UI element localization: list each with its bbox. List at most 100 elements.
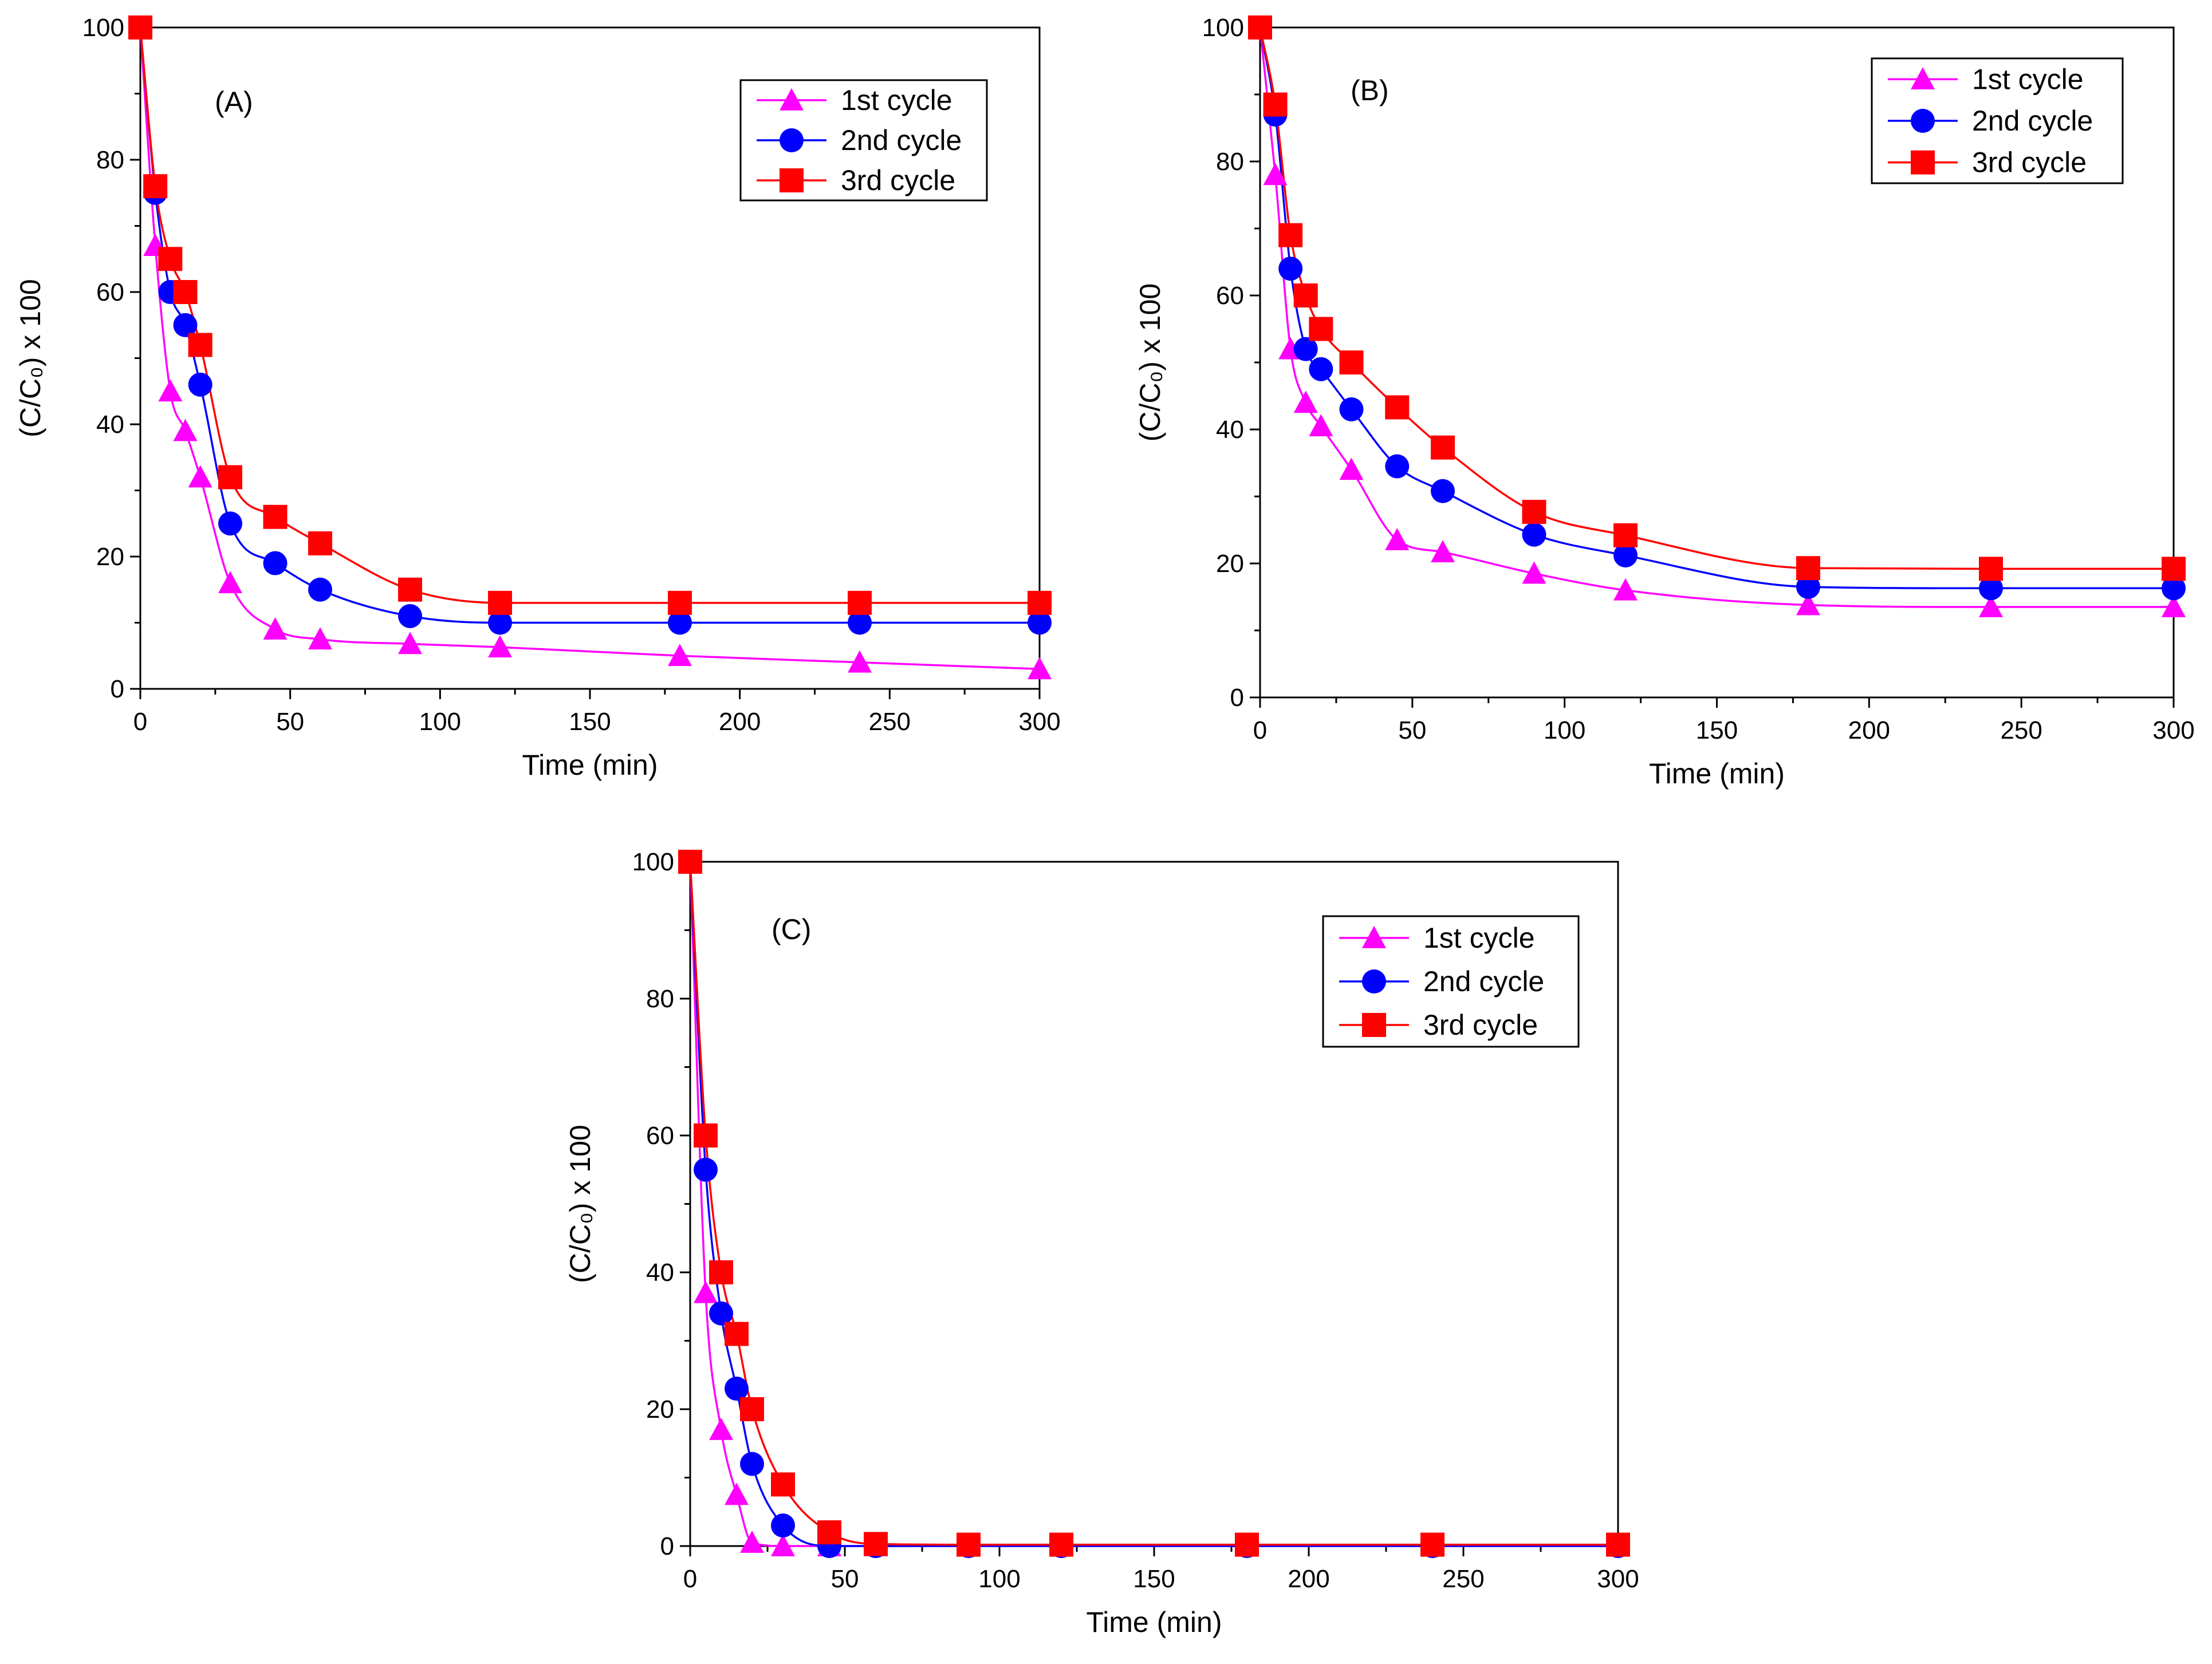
legend-marker-a-1 <box>780 88 804 111</box>
data-point-c-1 <box>740 1531 764 1553</box>
data-point-b-1 <box>2162 595 2186 617</box>
data-point-b-3 <box>1293 283 1318 307</box>
data-point-a-1 <box>158 379 183 402</box>
data-point-a-3 <box>218 465 242 490</box>
data-point-b-2 <box>1979 576 2003 601</box>
x-tick-label-b: 50 <box>1398 716 1426 744</box>
legend-marker-b-3 <box>1911 150 1935 175</box>
data-point-b-1 <box>1339 458 1364 480</box>
x-axis-title-b: Time (min) <box>1649 758 1785 790</box>
data-point-a-3 <box>668 590 692 615</box>
y-tick-label-a: 40 <box>96 411 124 439</box>
data-point-a-2 <box>173 313 198 337</box>
data-point-a-2 <box>263 551 288 575</box>
data-point-a-1 <box>398 632 422 654</box>
y-tick-label-c: 60 <box>646 1122 674 1150</box>
x-tick-label-a: 100 <box>419 708 461 736</box>
legend-marker-c-1 <box>1362 926 1386 948</box>
data-point-b-1 <box>1613 578 1638 601</box>
legend-b: 1st cycle 2nd cycle 3rd cycle <box>1871 57 2124 184</box>
data-point-b-1 <box>1431 540 1455 562</box>
data-point-a-3 <box>398 577 422 602</box>
data-point-c-3 <box>709 1260 733 1284</box>
x-tick-label-c: 200 <box>1288 1565 1329 1593</box>
y-tick-label-b: 0 <box>1230 684 1244 712</box>
chart-panel-b: 0 50 100 150 200 250 300 0 20 40 60 80 100 Time (min)… <box>1134 14 2195 790</box>
data-point-b-1 <box>1309 414 1333 436</box>
data-point-c-1 <box>725 1482 749 1505</box>
data-point-b-1 <box>1522 561 1546 584</box>
data-point-a-2 <box>668 610 692 635</box>
data-point-b-3 <box>1263 92 1288 117</box>
data-point-b-3 <box>1431 435 1455 460</box>
data-point-a-3 <box>173 280 198 304</box>
data-point-a-3 <box>188 333 212 357</box>
panel-label-b: (B) <box>1351 74 1389 107</box>
data-point-b-3 <box>1309 317 1333 341</box>
data-point-a-2 <box>488 610 512 635</box>
data-point-b-2 <box>1339 397 1364 421</box>
x-tick-label-b: 300 <box>2152 716 2194 744</box>
y-tick-label-a: 20 <box>96 543 124 571</box>
data-point-c-2 <box>694 1157 718 1182</box>
data-point-b-2 <box>1431 479 1455 503</box>
x-tick-label-b: 100 <box>1544 716 1585 744</box>
x-tick-label-c: 250 <box>1442 1565 1484 1593</box>
data-point-c-1 <box>771 1534 795 1556</box>
data-point-c-3 <box>864 1532 888 1556</box>
data-point-c-3 <box>740 1397 764 1421</box>
data-point-b-3 <box>1796 556 1820 581</box>
x-tick-label-a: 250 <box>869 708 911 736</box>
data-point-a-1 <box>1028 657 1052 680</box>
data-point-c-2 <box>725 1377 749 1401</box>
data-point-b-2 <box>1613 543 1638 567</box>
x-tick-label-a: 0 <box>133 708 147 736</box>
data-point-c-2 <box>709 1301 733 1326</box>
data-point-b-2 <box>1278 257 1303 281</box>
x-tick-label-b: 250 <box>2000 716 2042 744</box>
legend-label-b-2: 2nd cycle <box>1972 105 2093 137</box>
data-point-c-2 <box>771 1513 795 1538</box>
data-point-c-1 <box>694 1280 718 1303</box>
data-point-b-3 <box>1248 15 1272 40</box>
legend-label-b-1: 1st cycle <box>1972 63 2084 95</box>
x-axis-title-a: Time (min) <box>522 749 658 781</box>
legend-marker-a-3 <box>780 168 804 192</box>
data-point-c-3 <box>694 1123 718 1148</box>
data-point-a-2 <box>188 372 212 397</box>
y-tick-label-a: 60 <box>96 278 124 306</box>
data-point-a-2 <box>398 604 422 628</box>
x-axis-title-c: Time (min) <box>1086 1606 1222 1638</box>
data-point-a-1 <box>263 617 288 640</box>
data-point-a-1 <box>848 650 872 673</box>
data-point-b-3 <box>1979 557 2003 581</box>
y-tick-label-c: 20 <box>646 1395 674 1424</box>
x-tick-label-b: 200 <box>1848 716 1890 744</box>
data-point-a-3 <box>158 247 183 271</box>
data-point-b-2 <box>1796 574 1820 599</box>
legend-label-b-3: 3rd cycle <box>1972 147 2087 179</box>
x-tick-label-a: 200 <box>719 708 761 736</box>
data-point-a-1 <box>173 419 198 441</box>
data-point-c-3 <box>1235 1532 1259 1557</box>
data-point-a-1 <box>668 644 692 667</box>
data-point-a-2 <box>308 577 332 602</box>
y-axis-title-b: (C/C₀) x 100 <box>1134 283 1166 441</box>
data-point-c-3 <box>678 850 702 874</box>
data-point-a-2 <box>218 511 242 536</box>
y-tick-label-b: 20 <box>1216 550 1244 578</box>
data-point-a-3 <box>308 531 332 555</box>
data-point-c-3 <box>1420 1532 1445 1557</box>
legend-c: 1st cycle 2nd cycle 3rd cycle <box>1322 915 1580 1048</box>
data-point-b-3 <box>1278 223 1303 247</box>
chart-panel-a: 0 50 100 150 200 250 300 0 20 40 60 80 100 Time (min)… <box>14 14 1061 781</box>
data-point-b-2 <box>1309 357 1333 381</box>
series-line-a-1 <box>139 27 1040 671</box>
data-point-b-2 <box>1385 454 1410 479</box>
y-tick-label-c: 80 <box>646 985 674 1013</box>
data-point-a-2 <box>848 610 872 635</box>
legend-label-c-1: 1st cycle <box>1423 922 1535 954</box>
legend-label-a-2: 2nd cycle <box>841 124 962 156</box>
legend-label-a-1: 1st cycle <box>841 84 953 116</box>
